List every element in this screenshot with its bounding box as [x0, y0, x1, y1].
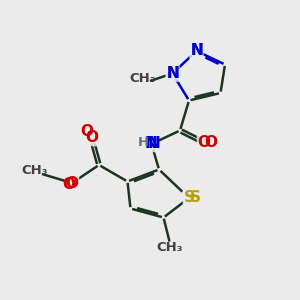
Text: N: N	[166, 66, 179, 81]
Text: N: N	[190, 44, 203, 59]
Text: H: H	[137, 136, 148, 149]
Text: N: N	[145, 136, 158, 152]
Text: N: N	[190, 44, 203, 59]
Text: O: O	[65, 176, 79, 190]
Text: O: O	[62, 177, 76, 192]
Text: CH₃: CH₃	[129, 71, 156, 85]
Text: O: O	[80, 124, 94, 140]
Text: N: N	[166, 66, 179, 81]
Text: O: O	[204, 135, 217, 150]
Text: O: O	[197, 135, 211, 150]
Text: O: O	[85, 130, 98, 146]
Text: CH₃: CH₃	[21, 164, 48, 177]
Text: N: N	[148, 136, 161, 151]
Text: S: S	[190, 190, 201, 206]
Text: S: S	[184, 190, 194, 206]
Text: CH₃: CH₃	[156, 241, 183, 254]
